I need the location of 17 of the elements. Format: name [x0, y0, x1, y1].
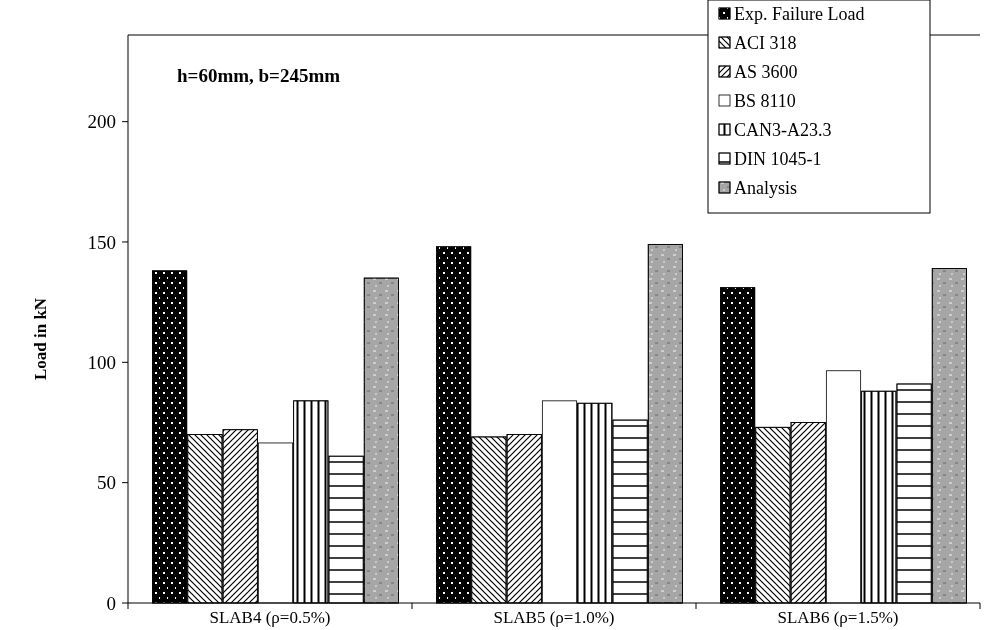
legend-label: CAN3-A23.3: [734, 120, 832, 140]
y-tick-label: 0: [106, 592, 116, 614]
legend-label: ACI 318: [734, 33, 797, 53]
x-tick-label: SLAB6 (ρ=1.5%): [777, 608, 899, 627]
y-tick-label: 200: [87, 111, 116, 133]
legend-label: DIN 1045-1: [734, 149, 822, 169]
y-axis-title: Load in kN: [31, 297, 50, 381]
legend-label: AS 3600: [734, 62, 798, 82]
y-tick-label: 100: [87, 351, 116, 373]
annotation: h=60mm, b=245mm: [177, 65, 341, 86]
legend-label: Analysis: [734, 178, 797, 198]
legend-label: BS 8110: [734, 91, 796, 111]
y-tick-label: 50: [97, 472, 116, 494]
y-tick-label: 150: [87, 231, 116, 253]
x-tick-label: SLAB4 (ρ=0.5%): [209, 608, 331, 627]
legend-label: Exp. Failure Load: [734, 4, 865, 24]
x-tick-label: SLAB5 (ρ=1.0%): [493, 608, 615, 627]
